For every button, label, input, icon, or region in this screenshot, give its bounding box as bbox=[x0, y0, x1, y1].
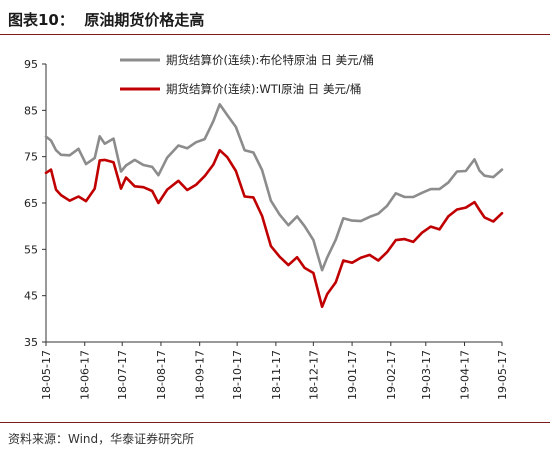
y-tick-label: 35 bbox=[24, 336, 38, 349]
y-tick-label: 65 bbox=[24, 197, 38, 210]
title-divider bbox=[0, 34, 550, 35]
chart-legend: 期货结算价(连续):布伦特原油 日 美元/桶 期货结算价(连续):WTI原油 日… bbox=[120, 53, 374, 96]
series-line-wti bbox=[44, 148, 504, 309]
x-tick-label: 18-11-17 bbox=[270, 350, 283, 400]
legend-label-wti: 期货结算价(连续):WTI原油 日 美元/桶 bbox=[166, 82, 361, 96]
x-tick-label: 18-12-17 bbox=[307, 350, 320, 400]
y-tick-label: 95 bbox=[24, 58, 38, 71]
source-note: 资料来源：Wind，华泰证券研究所 bbox=[8, 432, 195, 446]
x-tick-label: 18-07-17 bbox=[116, 350, 129, 400]
x-tick-label: 19-03-17 bbox=[420, 350, 433, 400]
y-tick-label: 85 bbox=[24, 104, 38, 117]
x-tick-label: 18-05-17 bbox=[40, 350, 53, 400]
y-tick-label: 75 bbox=[24, 151, 38, 164]
x-tick-label: 18-09-17 bbox=[194, 350, 207, 400]
x-tick-label: 18-10-17 bbox=[231, 350, 244, 400]
x-tick-label: 19-04-17 bbox=[459, 350, 472, 400]
line-chart: 期货结算价(连续):布伦特原油 日 美元/桶 期货结算价(连续):WTI原油 日… bbox=[24, 53, 509, 400]
y-tick-label: 45 bbox=[24, 290, 38, 303]
x-tick-label: 18-08-17 bbox=[155, 350, 168, 400]
y-tick-label: 55 bbox=[24, 243, 38, 256]
x-tick-label: 18-06-17 bbox=[79, 350, 92, 400]
series-line-brent bbox=[44, 103, 504, 272]
chart-series bbox=[44, 103, 504, 309]
figure-title: 图表10： 原油期货价格走高 bbox=[8, 11, 205, 29]
legend-label-brent: 期货结算价(连续):布伦特原油 日 美元/桶 bbox=[166, 53, 374, 67]
chart-axes: 35 45 55 65 75 85 95 18-05-17 18-06-17 18-07-17 18… bbox=[24, 58, 509, 400]
x-tick-label: 19-02-17 bbox=[385, 350, 398, 400]
source-divider bbox=[0, 422, 550, 423]
x-tick-label: 19-01-17 bbox=[346, 350, 359, 400]
x-tick-label: 19-05-17 bbox=[496, 350, 509, 400]
